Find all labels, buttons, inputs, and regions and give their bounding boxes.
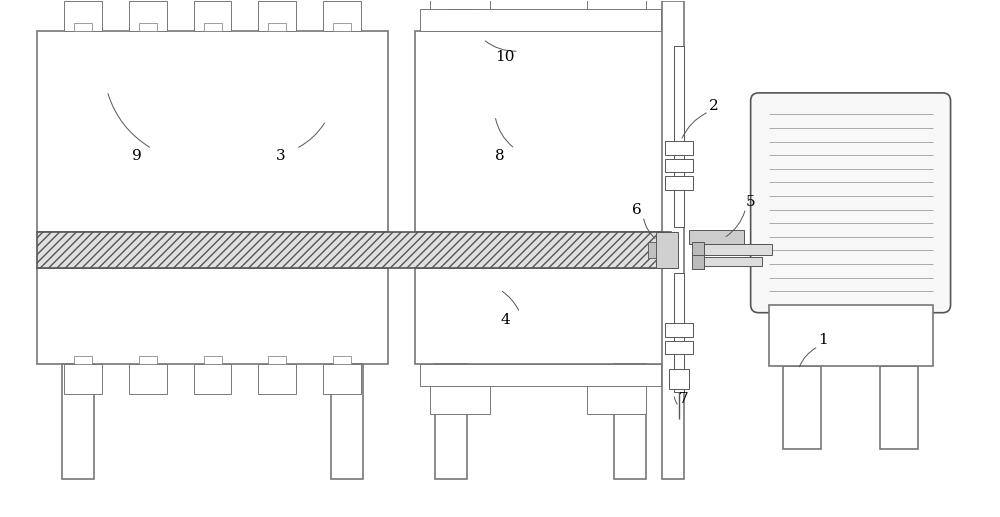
Bar <box>194 2 231 31</box>
Bar <box>674 273 684 392</box>
Bar <box>139 356 157 364</box>
Bar <box>323 2 361 31</box>
Bar <box>689 230 744 244</box>
Bar <box>587 386 646 414</box>
Bar <box>587 0 646 9</box>
Bar <box>435 364 467 479</box>
Bar <box>665 323 693 337</box>
Bar <box>880 367 918 449</box>
Bar <box>268 23 286 31</box>
Bar <box>420 364 661 386</box>
Text: 8: 8 <box>495 148 505 162</box>
Bar <box>665 159 693 173</box>
Bar <box>669 370 689 389</box>
Bar <box>662 2 684 479</box>
Bar <box>74 23 92 31</box>
Text: 7: 7 <box>679 392 689 406</box>
Bar <box>129 364 167 394</box>
Bar <box>665 341 693 355</box>
Text: 5: 5 <box>746 195 755 209</box>
Bar <box>648 242 656 258</box>
Text: 2: 2 <box>709 99 719 113</box>
Text: 9: 9 <box>132 148 142 162</box>
Bar <box>430 386 490 414</box>
Bar <box>415 268 666 364</box>
Bar <box>333 23 351 31</box>
Bar <box>74 356 92 364</box>
Bar <box>62 364 94 479</box>
FancyBboxPatch shape <box>751 93 951 313</box>
Text: 6: 6 <box>632 203 642 217</box>
Bar <box>704 257 762 266</box>
Text: 10: 10 <box>495 50 515 64</box>
Bar <box>258 2 296 31</box>
Bar <box>64 2 102 31</box>
Bar <box>665 176 693 190</box>
Bar <box>656 232 678 268</box>
Bar <box>769 305 933 367</box>
Bar <box>614 364 646 479</box>
Bar <box>129 2 167 31</box>
Bar <box>194 364 231 394</box>
Bar <box>64 364 102 394</box>
Text: 1: 1 <box>818 332 828 346</box>
Bar <box>37 31 388 232</box>
Bar <box>333 356 351 364</box>
Bar <box>420 9 661 31</box>
Bar <box>323 364 361 394</box>
Bar <box>204 356 222 364</box>
Bar <box>37 268 388 364</box>
Bar <box>704 244 772 255</box>
Bar <box>692 255 704 269</box>
Bar <box>415 31 666 232</box>
Bar <box>665 141 693 155</box>
Bar <box>783 367 821 449</box>
Bar <box>692 242 704 258</box>
Text: 4: 4 <box>500 313 510 327</box>
Bar <box>674 46 684 227</box>
Bar <box>430 0 490 9</box>
Bar <box>331 364 363 479</box>
Bar <box>139 23 157 31</box>
Bar <box>37 232 671 268</box>
Bar <box>204 23 222 31</box>
Text: 3: 3 <box>276 148 286 162</box>
Bar <box>258 364 296 394</box>
Bar <box>268 356 286 364</box>
